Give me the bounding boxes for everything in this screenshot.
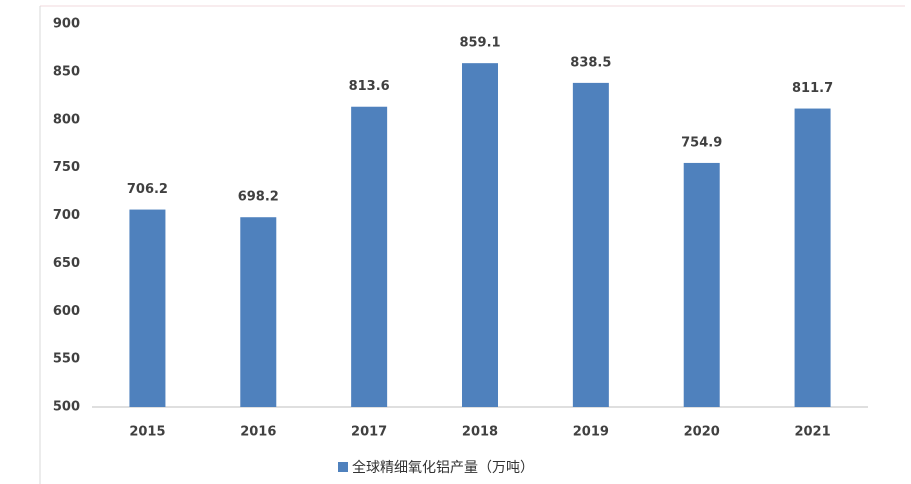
legend-swatch [338,462,348,472]
data-label: 813.6 [349,79,390,94]
data-label: 698.2 [238,190,279,205]
data-label: 754.9 [681,135,722,150]
x-tick-label: 2021 [794,425,830,440]
data-label: 706.2 [127,182,168,197]
x-tick-label: 2015 [129,425,165,440]
bar [683,162,720,407]
y-tick-label: 550 [53,352,80,367]
bar [240,217,277,407]
bar [351,106,388,407]
y-tick-label: 700 [53,208,80,223]
bar [794,108,831,408]
x-tick-label: 2020 [684,425,720,440]
bar [462,63,498,408]
y-tick-label: 850 [53,64,80,79]
y-tick-label: 500 [53,400,80,415]
data-label: 859.1 [459,36,500,51]
data-label: 811.7 [792,81,833,96]
y-tick-label: 750 [53,160,80,175]
bar [572,82,609,407]
x-tick-label: 2017 [351,425,387,440]
y-tick-label: 650 [53,256,80,271]
data-label: 838.5 [570,55,611,70]
x-tick-label: 2016 [240,425,276,440]
x-tick-label: 2018 [462,425,498,440]
bar [129,209,166,407]
x-tick-label: 2019 [573,425,609,440]
legend-text: 全球精细氧化铝产量（万吨） [352,459,534,476]
y-tick-label: 900 [53,17,80,32]
y-tick-label: 600 [53,304,80,319]
y-tick-label: 800 [53,112,80,127]
